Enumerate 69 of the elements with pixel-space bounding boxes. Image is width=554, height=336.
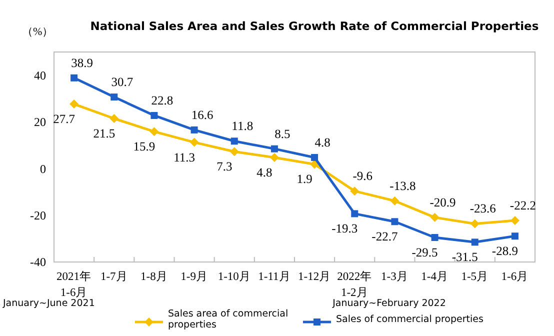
point (190, 126, 198, 134)
data-label: -20.9 (430, 195, 456, 210)
data-label: -9.6 (352, 169, 373, 184)
point (110, 114, 119, 123)
point (350, 186, 360, 196)
y-axis-title: （%） (22, 26, 54, 38)
x-tick-label: 2022年 1-2月 (337, 270, 372, 299)
x-tick-label: 1-9月 (180, 270, 208, 283)
point (190, 138, 199, 147)
data-label: 4.8 (256, 165, 272, 180)
text: January~February 2022 (332, 298, 446, 309)
x-tick-label: 1-7月 (100, 270, 128, 283)
data-label: -22.7 (372, 230, 398, 244)
x-tick-label: 1-5月 (461, 270, 489, 283)
point (351, 210, 358, 218)
point (230, 138, 238, 145)
y-tick-label: 0 (40, 162, 46, 176)
point (470, 219, 480, 228)
data-label: 4.8 (314, 135, 330, 150)
point (270, 145, 278, 152)
data-label: 16.6 (191, 108, 214, 122)
point (391, 218, 398, 226)
point (511, 232, 518, 240)
text: January~June 2021 (2, 298, 95, 309)
data-label: -19.3 (332, 222, 358, 236)
x-tick-label: 1-8月 (140, 270, 168, 283)
data-label: -31.5 (452, 250, 478, 264)
data-label: 15.9 (133, 140, 156, 154)
data-label: 21.5 (93, 126, 116, 140)
x-tick-label: 1-4月 (421, 270, 448, 283)
data-label: 7.3 (216, 160, 232, 174)
data-label: -23.6 (470, 202, 496, 216)
data-label: 11.3 (174, 150, 196, 164)
point (390, 196, 400, 206)
data-label: 1.9 (296, 172, 312, 186)
legend-label: Sales area of commercial properties (168, 308, 288, 330)
data-label: 27.7 (53, 112, 75, 126)
x-tick-label: 1-12月 (298, 270, 332, 283)
point (70, 74, 78, 82)
data-label: -13.8 (390, 178, 416, 193)
point (150, 112, 158, 119)
y-tick-label: 40 (34, 68, 46, 83)
x-tick-label: 1-3月 (381, 270, 408, 283)
y-tick-label: -40 (30, 255, 46, 270)
point (150, 127, 159, 136)
y-tick-label: 20 (34, 115, 46, 130)
data-label: 8.5 (274, 126, 290, 141)
point (110, 94, 118, 101)
data-label: -22.2 (510, 198, 536, 212)
x-tick-label: 1-6月 (501, 270, 529, 283)
data-label: -29.5 (412, 246, 438, 260)
chart-title: National Sales Area and Sales Growth Rate of Commercial Properties (90, 19, 539, 33)
data-label: 30.7 (111, 75, 134, 90)
point (230, 147, 239, 156)
point (430, 212, 440, 222)
point (431, 234, 438, 241)
y-tick-label: -20 (30, 208, 46, 223)
x-tick-label: 2021年 1-6月 (56, 270, 92, 299)
data-label: -28.9 (492, 244, 518, 258)
point (270, 152, 279, 162)
point (70, 100, 79, 109)
legend-label: Sales of commercial properties (336, 314, 484, 325)
data-label: 11.8 (232, 119, 254, 134)
data-label: 22.8 (151, 93, 174, 108)
x-tick-label: 1-11月 (258, 270, 291, 283)
point (471, 238, 478, 246)
x-tick-label: 1-10月 (218, 270, 251, 283)
data-label: 38.9 (71, 56, 93, 70)
point (311, 154, 318, 161)
